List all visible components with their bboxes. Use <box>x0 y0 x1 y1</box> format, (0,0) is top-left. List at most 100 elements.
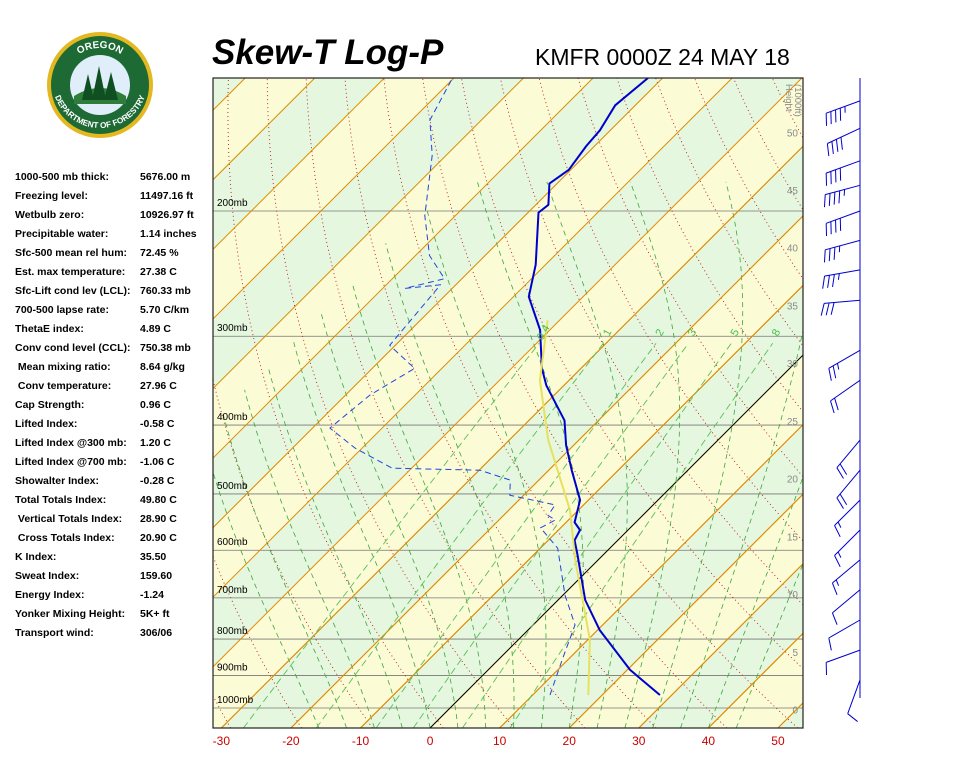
stat-value: 5K+ ft <box>140 608 170 620</box>
height-axis-label: (1000ft) <box>792 84 803 117</box>
stats-panel: 1000-500 mb thick: 5676.00 m Freezing leve… <box>15 171 197 639</box>
pressure-label: 1000mb <box>217 695 254 706</box>
plot-background <box>213 71 960 728</box>
temperature-band <box>778 703 803 728</box>
dry-adiabat <box>461 78 803 670</box>
wind-barb <box>825 210 861 236</box>
moist-adiabat <box>680 328 803 728</box>
stat-value: 760.33 mb <box>140 285 191 297</box>
mixing-ratio-line <box>375 343 657 728</box>
dry-adiabat <box>577 78 803 478</box>
isotherm-tick <box>777 702 803 728</box>
height-tick-label: 25 <box>787 417 799 428</box>
stat-label: Vertical Totals Index: <box>15 513 122 525</box>
moist-adiabat <box>213 470 320 728</box>
pressure-label: 400mb <box>217 412 248 423</box>
height-tick-label: 40 <box>787 244 799 255</box>
stat-value: 159.60 <box>140 570 172 582</box>
x-tick-label: -30 <box>213 734 231 748</box>
stat-label: Transport wind: <box>15 627 94 639</box>
moist-adiabat <box>546 181 628 728</box>
dry-adiabat <box>383 78 728 728</box>
wind-barb <box>836 439 861 479</box>
moist-adiabat <box>267 367 403 728</box>
dry-adiabat <box>227 78 444 728</box>
dry-adiabat <box>807 71 960 728</box>
stat-value: 11497.16 ft <box>140 190 194 202</box>
wind-barb <box>847 679 861 722</box>
stat-label: 700-500 lapse rate: <box>15 304 109 316</box>
wind-barb <box>830 379 861 414</box>
wind-barb <box>825 100 861 126</box>
stat-value: 35.50 <box>140 551 166 563</box>
stat-value: 72.45 % <box>140 247 179 259</box>
dry-adiabat <box>885 71 960 728</box>
height-tick-label: 15 <box>787 532 799 543</box>
stat-value: -1.06 C <box>140 456 175 468</box>
profile-line <box>538 320 591 696</box>
height-tick-label: 5 <box>792 648 798 659</box>
wind-barb <box>822 269 861 289</box>
pressure-label: 300mb <box>217 323 248 334</box>
stat-value: 750.38 mb <box>140 342 191 354</box>
stat-label: Lifted Index @700 mb: <box>15 456 127 468</box>
stat-value: -0.58 C <box>140 418 175 430</box>
pressure-label: 900mb <box>217 662 248 673</box>
x-tick-label: 0 <box>427 734 434 748</box>
dry-adiabat <box>923 71 960 728</box>
stat-value: 4.89 C <box>140 323 171 335</box>
wind-barb <box>826 127 861 157</box>
plot-data <box>329 78 661 696</box>
stat-label: Conv temperature: <box>15 380 111 392</box>
mixing-ratio-label: 8 <box>770 327 783 338</box>
stat-label: Cap Strength: <box>15 399 84 411</box>
stat-label: Wetbulb zero: <box>15 209 84 221</box>
stat-label: Sfc-Lift cond lev (LCL): <box>15 285 131 297</box>
stat-value: -0.28 C <box>140 475 175 487</box>
wind-barb <box>828 349 861 381</box>
isotherm <box>213 78 663 529</box>
moist-adiabat <box>292 338 431 728</box>
dry-adiabat <box>499 78 803 606</box>
temperature-band <box>213 78 803 728</box>
height-tick-label: 30 <box>787 359 799 370</box>
wind-barb <box>828 619 861 651</box>
mixing-ratio-line <box>509 343 774 728</box>
stat-label: K Index: <box>15 551 56 563</box>
wind-barbs <box>820 78 861 722</box>
plot-frame <box>212 77 804 729</box>
stat-label: Cross Totals Index: <box>15 532 115 544</box>
pressure-label: 800mb <box>217 626 248 637</box>
x-tick-label: 40 <box>702 734 716 748</box>
pressure-label: 500mb <box>217 481 248 492</box>
stat-label: Est. max temperature: <box>15 266 125 278</box>
profile-line <box>527 78 661 696</box>
stat-label: 1000-500 mb thick: <box>15 171 109 183</box>
dry-adiabat <box>538 78 803 542</box>
isotherm <box>213 78 524 390</box>
stat-label: Mean mixing ratio: <box>15 361 111 373</box>
wind-barb <box>823 239 861 263</box>
stat-value: 28.90 C <box>140 513 177 525</box>
moist-adiabat <box>320 311 459 728</box>
mixing-ratio-line <box>243 343 540 728</box>
mixing-ratio-line <box>315 343 604 728</box>
isotherm <box>213 78 594 459</box>
isotherm-tick <box>568 493 803 728</box>
isotherm-tick <box>290 215 803 728</box>
stat-value: 49.80 C <box>140 494 177 506</box>
stat-value: 306/06 <box>140 627 172 639</box>
height-tick-label: 35 <box>787 301 799 312</box>
moist-adiabat <box>351 282 487 728</box>
moist-adiabat <box>221 410 347 728</box>
height-tick-label: 50 <box>787 128 799 139</box>
mixing-ratio-line <box>462 343 732 728</box>
isotherm-tick <box>638 563 803 728</box>
pressure-label: 600mb <box>217 537 248 548</box>
stat-label: Freezing level: <box>15 190 88 202</box>
stat-value: 27.96 C <box>140 380 177 392</box>
stat-value: 1.20 C <box>140 437 171 449</box>
mixing-ratio-label: 2 <box>653 327 666 338</box>
stat-label: Sfc-500 mean rel hum: <box>15 247 127 259</box>
